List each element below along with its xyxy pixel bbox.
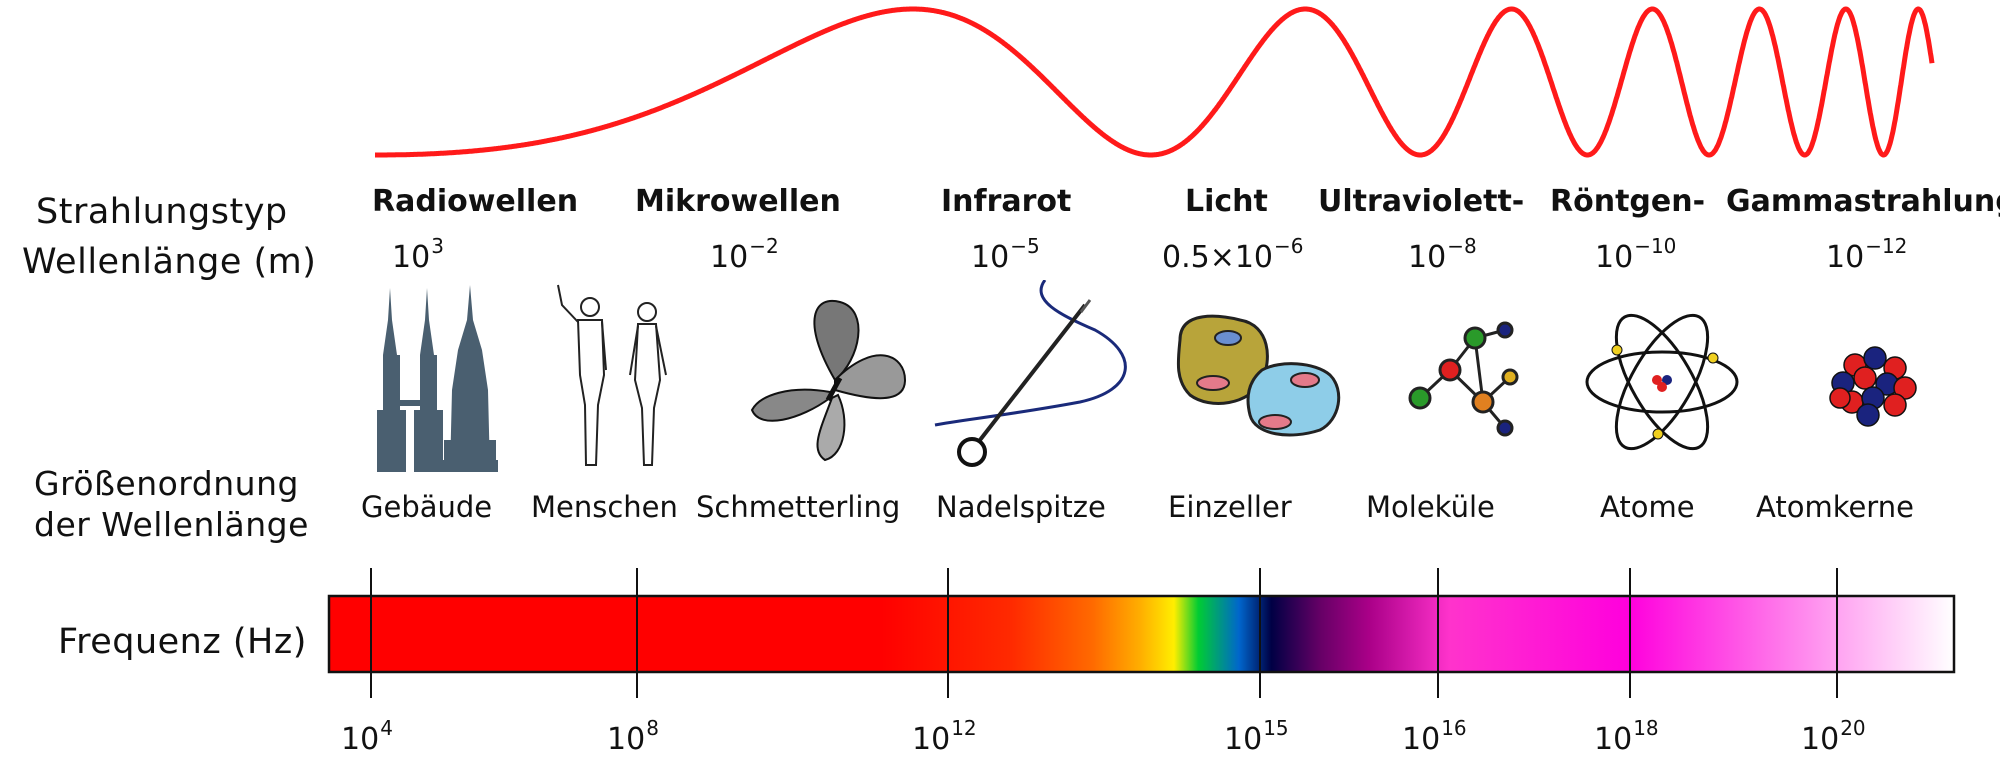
freq-tick-1e12: 1012 [912, 716, 977, 757]
butterfly-icon [750, 299, 907, 462]
freq-tick-1e15: 1015 [1224, 716, 1289, 757]
freq-tick-1e20: 1020 [1801, 716, 1866, 757]
freq-tick-1e16: 1016 [1402, 716, 1467, 757]
type-microwave: Mikrowellen [635, 184, 841, 219]
object-label-humans: Menschen [531, 490, 678, 524]
type-light: Licht [1185, 184, 1268, 219]
nucleus-icon [1829, 346, 1917, 427]
freq-tick-1e4: 104 [341, 716, 393, 757]
wavelength-infrared: 10−5 [971, 234, 1040, 275]
object-label-buildings: Gebäude [361, 490, 493, 524]
freq-tick-1e18: 1018 [1594, 716, 1659, 757]
wave-graphic [375, 6, 1935, 158]
single-cell-icon [1176, 314, 1341, 437]
type-xray: Röntgen- [1550, 184, 1706, 219]
frequency-bar [327, 568, 1956, 698]
object-label-needle: Nadelspitze [936, 490, 1106, 524]
object-label-butterfly: Schmetterling [696, 490, 901, 524]
object-label-atom: Atome [1600, 490, 1695, 524]
atom-icon [1585, 313, 1739, 451]
molecule-icon [1408, 321, 1519, 437]
type-ultraviolet: Ultraviolett- [1318, 184, 1525, 219]
tick-lines [370, 568, 1838, 698]
illustrations [377, 280, 1917, 472]
needle-icon [934, 280, 1127, 467]
buildings-icon [377, 285, 498, 472]
freq-tick-1e8: 108 [607, 716, 659, 757]
row-label-wavelength: Wellenlänge (m) [22, 242, 317, 282]
wavelength-radio: 103 [392, 234, 444, 275]
wavelength-light: 0.5×10−6 [1162, 234, 1304, 275]
row-label-radiation-type: Strahlungstyp [36, 192, 288, 232]
wavelength-gamma: 10−12 [1826, 234, 1908, 275]
type-gamma: Gammastrahlung [1726, 184, 2000, 219]
object-label-molecule: Moleküle [1366, 490, 1495, 524]
wavelength-microwave: 10−2 [710, 234, 779, 275]
row-label-magnitude-1: Größenordnung [34, 464, 299, 503]
row-label-frequency: Frequenz (Hz) [58, 622, 307, 662]
type-infrared: Infrarot [941, 184, 1072, 219]
humans-icon [557, 284, 667, 466]
wave-path [375, 6, 1935, 158]
object-label-nucleus: Atomkerne [1756, 490, 1914, 524]
spectrum-gradient [327, 594, 1956, 674]
type-radio: Radiowellen [372, 184, 579, 219]
object-label-single-cell: Einzeller [1168, 490, 1292, 524]
wavelength-xray: 10−10 [1595, 234, 1677, 275]
wavelength-ultraviolet: 10−8 [1408, 234, 1477, 275]
row-label-magnitude-2: der Wellenlänge [34, 505, 309, 544]
